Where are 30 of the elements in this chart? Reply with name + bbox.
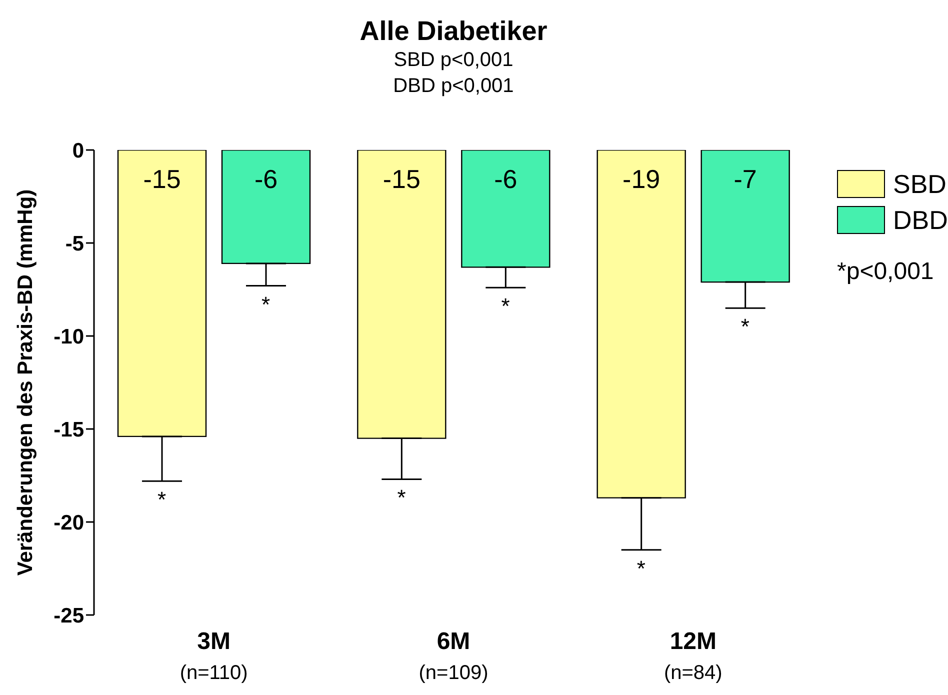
x-tick-label: 3M bbox=[197, 628, 231, 655]
y-axis-title: Veränderungen des Praxis-BD (mmHg) bbox=[14, 189, 37, 576]
chart-subtitle: SBD p<0,001 DBD p<0,001 bbox=[392, 48, 515, 99]
y-tick-label: -5 bbox=[65, 232, 84, 256]
annotation: * bbox=[501, 294, 510, 319]
text: (n=84) bbox=[664, 662, 722, 684]
data-label: -19 bbox=[622, 164, 660, 194]
text: *p<0,001 bbox=[837, 258, 934, 286]
annotation: * bbox=[397, 485, 406, 510]
text: (n=109) bbox=[418, 662, 488, 684]
text: (n=110) bbox=[180, 662, 248, 684]
y-tick-label: -15 bbox=[54, 418, 84, 442]
data-label: -7 bbox=[734, 164, 757, 194]
y-tick-label: -20 bbox=[54, 511, 84, 534]
data-label: -6 bbox=[254, 164, 278, 194]
annotation: * bbox=[262, 292, 271, 317]
y-tick-label: -10 bbox=[54, 325, 84, 348]
x-tick-label: 6M bbox=[436, 628, 470, 655]
x-tick-label: 12M bbox=[670, 628, 717, 655]
legend-label: DBD bbox=[893, 204, 948, 236]
annotation: * bbox=[740, 314, 750, 340]
data-label: -15 bbox=[382, 164, 420, 194]
chart-title: Alle Diabetiker bbox=[358, 16, 548, 47]
annotation: * bbox=[158, 487, 167, 512]
y-tick-label: -25 bbox=[54, 604, 84, 628]
legend-label: SBD bbox=[893, 168, 946, 200]
data-label: -15 bbox=[143, 164, 181, 194]
data-label: -6 bbox=[494, 164, 518, 194]
annotation: * bbox=[636, 556, 646, 581]
y-tick-label: 0 bbox=[72, 139, 84, 162]
